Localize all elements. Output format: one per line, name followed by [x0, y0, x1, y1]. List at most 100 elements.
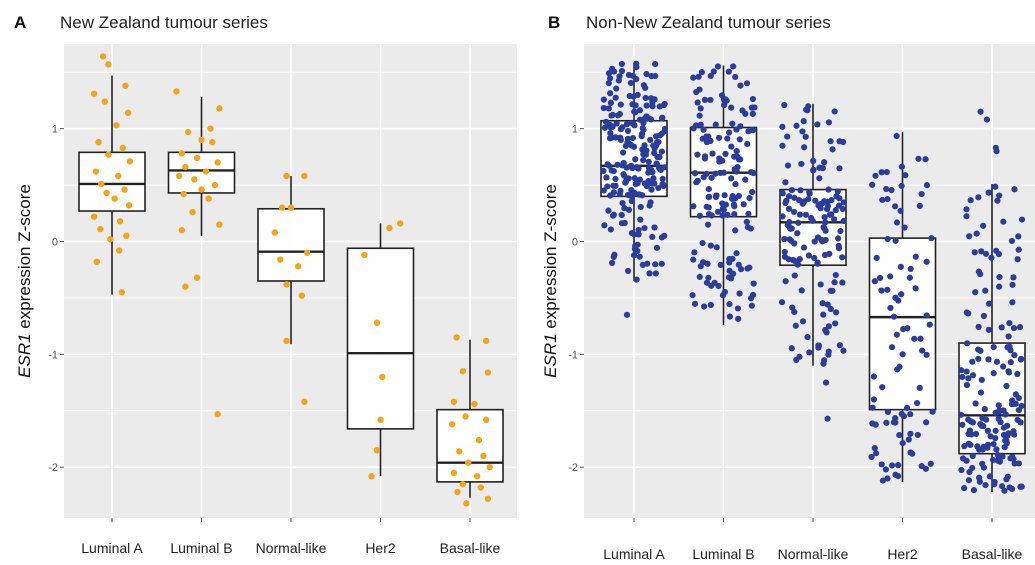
data-point — [473, 473, 481, 480]
data-point — [652, 270, 659, 277]
data-point — [629, 101, 636, 108]
data-point — [277, 256, 284, 263]
data-point — [98, 180, 105, 188]
data-point — [619, 199, 626, 207]
data-point — [840, 199, 847, 206]
y-tick-label: 0 — [52, 237, 58, 249]
data-point — [808, 214, 815, 222]
data-point — [907, 449, 914, 456]
data-point — [890, 313, 898, 320]
data-point — [1005, 333, 1012, 340]
data-point — [820, 311, 827, 318]
data-point — [837, 227, 844, 235]
data-point — [698, 69, 705, 76]
data-point — [1008, 237, 1016, 245]
data-point — [888, 344, 896, 351]
data-point — [193, 274, 201, 281]
boxplot — [78, 75, 146, 295]
data-point — [623, 121, 630, 128]
data-point — [1004, 344, 1011, 351]
data-point — [193, 154, 201, 162]
data-point — [605, 70, 613, 77]
data-point — [648, 167, 655, 174]
data-point — [988, 254, 995, 261]
y-axis-label-gene: ESR1 — [15, 333, 34, 377]
data-point — [105, 61, 112, 68]
data-point — [714, 63, 722, 70]
data-point — [607, 90, 614, 97]
data-point — [605, 105, 612, 112]
outlier-point — [623, 311, 631, 318]
data-point — [796, 353, 803, 360]
data-point — [784, 133, 791, 140]
data-point — [689, 292, 696, 299]
data-point — [624, 139, 631, 146]
data-point — [639, 130, 646, 137]
data-point — [610, 253, 617, 261]
data-point — [899, 439, 906, 447]
data-point — [871, 278, 878, 285]
data-point — [620, 149, 627, 156]
data-point — [822, 219, 829, 226]
data-point — [605, 207, 612, 214]
data-point — [913, 399, 921, 407]
data-point — [786, 224, 793, 231]
data-point — [884, 408, 892, 416]
data-point — [1018, 216, 1026, 223]
data-point — [792, 322, 799, 329]
data-point — [911, 335, 918, 342]
data-point — [712, 170, 719, 177]
data-point — [783, 197, 790, 204]
data-point — [608, 112, 615, 119]
data-point — [814, 234, 822, 241]
data-point — [655, 184, 662, 192]
y-axis-label-gene: ESR1 — [541, 333, 560, 377]
data-point — [124, 109, 132, 117]
data-point — [373, 447, 381, 454]
data-point — [737, 156, 744, 163]
data-point — [368, 473, 375, 480]
data-point — [873, 254, 880, 262]
data-point — [632, 181, 639, 188]
data-point — [926, 321, 933, 328]
data-point — [693, 122, 700, 129]
box — [78, 151, 146, 212]
data-point — [748, 302, 755, 309]
data-point — [301, 398, 308, 405]
data-point — [996, 192, 1003, 199]
data-point — [1018, 355, 1025, 362]
data-point — [631, 231, 638, 238]
data-point — [965, 477, 973, 484]
data-point — [814, 259, 821, 266]
data-point — [972, 400, 979, 407]
data-point — [778, 299, 786, 306]
x-tick-label: Normal-like — [778, 546, 849, 562]
data-point — [782, 179, 789, 186]
data-point — [993, 247, 1000, 254]
data-point — [126, 158, 134, 165]
data-point — [613, 85, 620, 92]
data-point — [653, 142, 660, 149]
data-point — [619, 162, 626, 169]
data-point — [618, 60, 625, 68]
data-point — [870, 373, 878, 380]
data-point — [717, 169, 724, 176]
data-point — [377, 416, 384, 424]
data-point — [601, 124, 609, 131]
data-point — [732, 195, 739, 202]
data-point — [835, 245, 843, 252]
data-point — [742, 176, 749, 183]
data-point — [700, 259, 707, 266]
data-point — [198, 186, 205, 193]
data-point — [789, 256, 797, 264]
data-point — [729, 120, 736, 127]
data-point — [803, 106, 810, 113]
data-point — [1011, 186, 1018, 193]
data-point — [918, 462, 925, 470]
box — [436, 408, 504, 483]
data-point — [720, 206, 727, 214]
data-point — [658, 234, 666, 241]
data-point — [97, 225, 104, 233]
data-point — [791, 194, 798, 201]
